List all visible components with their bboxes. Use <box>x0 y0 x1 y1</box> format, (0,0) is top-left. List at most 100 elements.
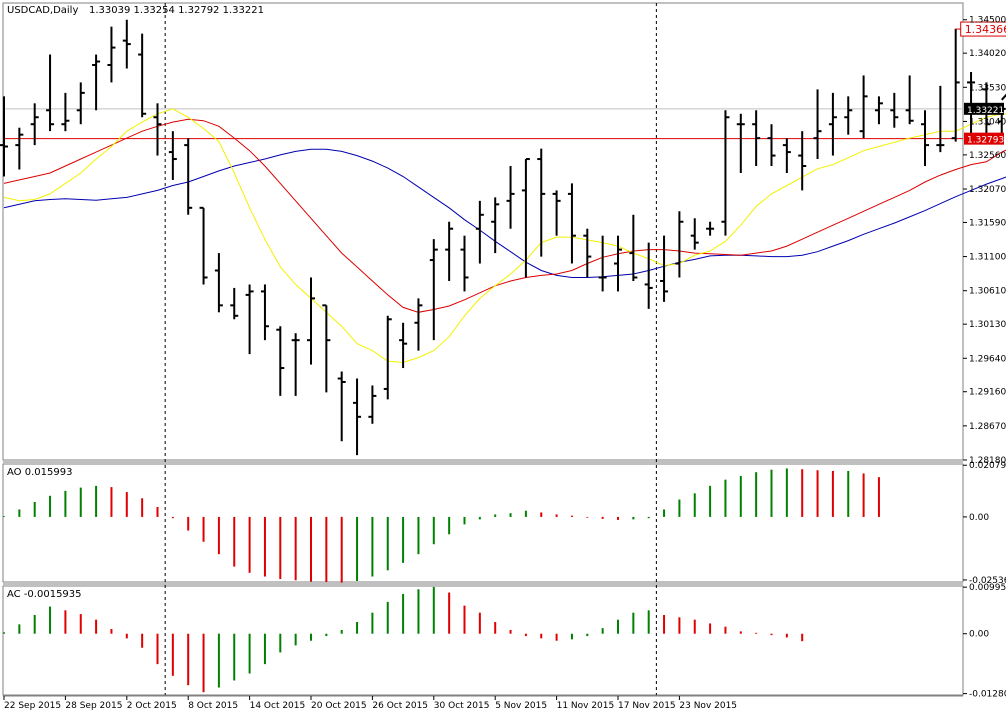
ao-panel[interactable] <box>3 468 880 583</box>
ohlc-bar[interactable] <box>122 19 131 69</box>
time-axis-label: 5 Nov 2015 <box>495 701 547 711</box>
ac-panel[interactable] <box>3 586 804 693</box>
ohlc-bar[interactable] <box>767 124 776 167</box>
ac-axis-label: 0.00 <box>969 630 989 640</box>
price-axis-label: 1.29640 <box>969 354 1006 364</box>
ohlc-bar[interactable] <box>260 284 269 341</box>
ohlc-bar[interactable] <box>537 148 546 257</box>
ohlc-bar[interactable] <box>92 54 101 111</box>
ohlc-readout: 1.33039 1.33254 1.32792 1.33221 <box>89 5 264 16</box>
ma-blue-line <box>3 148 1006 278</box>
ohlc-bar[interactable] <box>874 96 883 125</box>
ohlc-bar[interactable] <box>890 92 899 128</box>
ohlc-bar[interactable] <box>614 235 622 292</box>
ohlc-bar[interactable] <box>491 197 500 254</box>
level-price-label: 1.32793 <box>967 136 1004 146</box>
time-axis-label: 20 Oct 2015 <box>311 701 367 711</box>
ohlc-bar[interactable] <box>752 110 761 167</box>
price-axis-label: 1.32070 <box>969 185 1006 195</box>
ohlc-bar[interactable] <box>46 54 55 132</box>
ohlc-bar[interactable] <box>936 85 945 153</box>
ohlc-bar[interactable] <box>307 277 315 365</box>
time-axis-label: 26 Oct 2015 <box>372 701 428 711</box>
ac-axis-label: 0.009952 <box>969 583 1006 593</box>
ohlc-bar[interactable] <box>475 200 484 264</box>
ohlc-bar[interactable] <box>214 253 223 313</box>
ohlc-bar[interactable] <box>583 228 592 278</box>
level-price-box <box>964 132 1004 145</box>
ac-axis-label: -0.012803 <box>969 690 1006 700</box>
axis-labels: 1.34500 1.34020 1.33530 1.33040 1.32560 1.320… <box>3 16 1006 711</box>
ohlc-bar[interactable] <box>844 96 853 135</box>
ohlc-bar[interactable] <box>828 92 837 156</box>
time-axis-label: 17 Nov 2015 <box>618 701 676 711</box>
current-price-box <box>964 102 1004 115</box>
ohlc-bar[interactable] <box>291 333 300 396</box>
ohlc-bar[interactable] <box>383 315 392 400</box>
ohlc-bar[interactable] <box>276 326 285 396</box>
ohlc-bar[interactable] <box>184 138 193 215</box>
price-panel[interactable]: 1.34366 <box>0 0 1006 456</box>
time-axis-label: 14 Oct 2015 <box>250 701 306 711</box>
ohlc-bar[interactable] <box>15 127 24 170</box>
ohlc-bar[interactable] <box>921 110 929 167</box>
price-axis-label: 1.28670 <box>969 422 1006 432</box>
ohlc-bar[interactable] <box>506 166 515 229</box>
panel-frame <box>2 463 964 583</box>
ohlc-bar[interactable] <box>0 96 8 177</box>
ohlc-bar[interactable] <box>905 75 914 125</box>
ohlc-bar[interactable] <box>951 28 960 142</box>
ohlc-bar[interactable] <box>76 82 85 125</box>
price-axis-label: 1.29160 <box>969 388 1006 398</box>
price-axis-label: 1.34020 <box>969 49 1006 59</box>
ohlc-bar[interactable] <box>721 110 730 236</box>
price-axis-label: 1.28180 <box>969 456 1006 466</box>
ohlc-bar[interactable] <box>138 33 147 118</box>
ohlc-bar[interactable] <box>445 221 454 281</box>
ohlc-bar[interactable] <box>414 298 423 351</box>
ohlc-bar[interactable] <box>153 103 162 156</box>
ohlc-bar[interactable] <box>353 378 362 456</box>
ohlc-bar[interactable] <box>30 103 39 146</box>
ohlc-bar[interactable] <box>690 218 699 250</box>
ohlc-bar[interactable] <box>736 113 745 173</box>
ohlc-bar[interactable] <box>706 221 715 236</box>
ohlc-bar[interactable] <box>859 75 868 139</box>
ohlc-bar[interactable] <box>460 235 469 292</box>
ohlc-bar[interactable] <box>61 92 70 132</box>
ohlc-bar[interactable] <box>521 158 530 278</box>
ohlc-bar[interactable] <box>429 239 438 341</box>
panel-frame <box>2 2 964 461</box>
price-panel-title: USDCAD,Daily <box>7 5 78 16</box>
ma-yellow-line <box>3 108 1006 364</box>
price-axis-label: 1.30610 <box>969 287 1006 297</box>
ohlc-bar[interactable] <box>245 284 254 355</box>
ohlc-bar[interactable] <box>629 214 638 281</box>
ohlc-bar[interactable] <box>675 211 684 278</box>
ohlc-bar[interactable] <box>552 190 561 236</box>
ohlc-bar[interactable] <box>660 235 669 302</box>
ohlc-bar[interactable] <box>199 206 208 285</box>
ohlc-bar[interactable] <box>644 242 653 309</box>
time-axis-label: 8 Oct 2015 <box>188 701 238 711</box>
ohlc-bar[interactable] <box>337 371 346 442</box>
ohlc-bar[interactable] <box>798 131 807 191</box>
ohlc-bar[interactable] <box>322 304 331 393</box>
ohlc-bar[interactable] <box>168 131 177 180</box>
ao-panel-title: AO 0.015993 <box>7 467 72 478</box>
ohlc-bar[interactable] <box>813 89 822 160</box>
ao-axis-label: 0.00 <box>969 513 989 523</box>
ao-axis-label: -0.025367 <box>969 576 1006 586</box>
panel-frame <box>2 585 964 696</box>
price-axis-label: 1.31590 <box>969 218 1006 228</box>
ohlc-bar[interactable] <box>368 385 377 424</box>
ohlc-bar[interactable] <box>399 322 408 369</box>
ohlc-bar[interactable] <box>598 235 607 292</box>
ohlc-bar[interactable] <box>782 138 791 173</box>
time-axis-label: 23 Nov 2015 <box>679 701 737 711</box>
ohlc-bar[interactable] <box>567 183 576 264</box>
price-axis-label: 1.34500 <box>969 16 1006 26</box>
ohlc-bar[interactable] <box>107 26 116 83</box>
ohlc-bar[interactable] <box>230 287 239 320</box>
